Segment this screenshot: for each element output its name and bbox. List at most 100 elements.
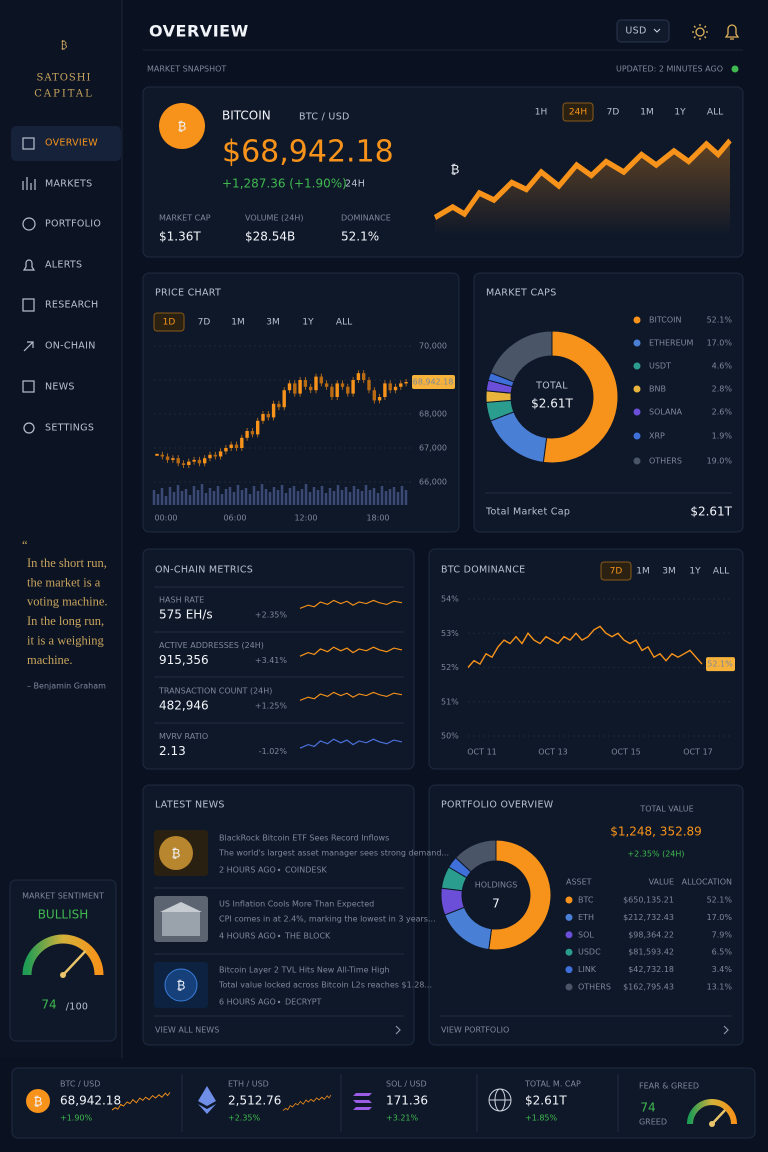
news-thumbnails bbox=[154, 830, 208, 1008]
news-dividers bbox=[154, 887, 404, 1017]
ticker-price: 171.36 bbox=[386, 1094, 428, 1108]
footer-label: Total Market Cap bbox=[485, 507, 570, 518]
nav-item[interactable]: ON-CHAIN bbox=[45, 341, 96, 352]
timeframe-tab[interactable]: 24H bbox=[569, 108, 587, 118]
news-desc: CPI comes in at 2.4%, marking the lowest… bbox=[219, 915, 436, 924]
timeframe-tab[interactable]: 7D bbox=[198, 318, 211, 328]
nav-item[interactable]: MARKETS bbox=[45, 179, 92, 190]
x-tick-label: 06:00 bbox=[223, 514, 246, 523]
volume-bars bbox=[152, 484, 408, 505]
timeframe-tab[interactable]: 1D bbox=[163, 318, 176, 328]
card-title: PRICE CHART bbox=[155, 288, 221, 299]
timeframe-tab[interactable]: 1M bbox=[640, 108, 654, 118]
asset-name: BTC bbox=[578, 896, 594, 905]
candle bbox=[218, 451, 223, 457]
card-title: ON-CHAIN METRICS bbox=[155, 565, 253, 576]
legend-dot bbox=[633, 339, 641, 347]
view-portfolio[interactable]: VIEW PORTFOLIO bbox=[441, 1026, 509, 1035]
holdings-value: 7 bbox=[492, 897, 500, 911]
candle bbox=[203, 458, 207, 464]
metric-value: 575 EH/s bbox=[159, 608, 213, 622]
nav-item[interactable]: RESEARCH bbox=[45, 300, 98, 311]
fear-greed-value: 74 bbox=[640, 1101, 655, 1115]
candle bbox=[155, 453, 159, 456]
timeframe-tab[interactable]: 7D bbox=[607, 108, 620, 118]
currency-dropdown[interactable] bbox=[616, 19, 670, 43]
asset-name: LINK bbox=[578, 965, 597, 974]
legend-dot bbox=[633, 385, 641, 393]
asset-dot bbox=[565, 983, 573, 991]
candle bbox=[399, 383, 403, 387]
sep-dot bbox=[277, 1000, 281, 1004]
news-time: 2 HOURS AGO bbox=[219, 866, 276, 875]
nav-item[interactable]: PORTFOLIO bbox=[45, 219, 101, 230]
timeframe-tab[interactable]: 1Y bbox=[689, 567, 701, 577]
timeframe-tab[interactable]: 1Y bbox=[302, 318, 314, 328]
candle bbox=[187, 461, 191, 465]
card-title: PORTFOLIO OVERVIEW bbox=[441, 800, 554, 811]
candle bbox=[229, 444, 233, 448]
candle bbox=[314, 376, 318, 391]
nav-item[interactable]: SETTINGS bbox=[45, 423, 94, 434]
view-all-news[interactable]: VIEW ALL NEWS bbox=[155, 1026, 219, 1035]
candle bbox=[271, 403, 276, 418]
asset-name: SOL bbox=[578, 930, 594, 939]
table-header: ASSET bbox=[566, 878, 592, 887]
stat-value: $1.36T bbox=[159, 230, 201, 244]
candle bbox=[181, 463, 186, 465]
timeframe-tab[interactable]: 7D bbox=[610, 567, 623, 577]
candle bbox=[346, 386, 350, 394]
timeframe-tab[interactable]: ALL bbox=[336, 318, 352, 328]
y-tick-label: 54% bbox=[441, 595, 459, 604]
timeframe-tab[interactable]: ALL bbox=[707, 108, 723, 118]
nav-icons bbox=[22, 137, 36, 434]
section-label: MARKET SNAPSHOT bbox=[147, 65, 226, 74]
header-icons[interactable] bbox=[692, 24, 740, 40]
asset-allocation: 17.0% bbox=[707, 913, 733, 922]
news-title[interactable]: BlackRock Bitcoin ETF Sees Record Inflow… bbox=[219, 834, 389, 843]
gauge-hub bbox=[709, 1121, 715, 1127]
coin-name: BITCOIN bbox=[222, 109, 271, 123]
currency[interactable]: USD bbox=[625, 26, 646, 37]
asset-value: $81,593.42 bbox=[628, 948, 674, 957]
candle bbox=[393, 386, 398, 391]
candle bbox=[171, 458, 175, 460]
nav-item[interactable]: OVERVIEW bbox=[45, 138, 98, 149]
x-tick-label: 12:00 bbox=[294, 514, 317, 523]
news-title[interactable]: Bitcoin Layer 2 TVL Hits New All-Time Hi… bbox=[219, 966, 389, 975]
quote-mark: “ bbox=[22, 538, 28, 552]
ticker-price: 68,942.18 bbox=[60, 1094, 121, 1108]
candle bbox=[377, 397, 382, 401]
btc-icon bbox=[159, 103, 205, 149]
legend-label: XRP bbox=[649, 432, 665, 441]
timeframe-tab[interactable]: 1Y bbox=[674, 108, 686, 118]
legend-dot bbox=[633, 408, 641, 416]
timeframe-tab[interactable]: ALL bbox=[713, 567, 729, 577]
nav-item[interactable]: ALERTS bbox=[45, 260, 82, 271]
timeframe-tab[interactable]: 1M bbox=[231, 318, 245, 328]
candle bbox=[256, 420, 260, 435]
asset-dot bbox=[565, 966, 573, 974]
coin-symbol: ₿ bbox=[34, 1095, 43, 1109]
news-title[interactable]: US Inflation Cools More Than Expected bbox=[219, 900, 374, 909]
last-value: 52.1% bbox=[707, 660, 733, 669]
legend-label: SOLANA bbox=[649, 408, 682, 417]
candle bbox=[335, 383, 339, 397]
timeframe-tab[interactable]: 3M bbox=[662, 567, 676, 577]
asset-value: $98,364.22 bbox=[628, 930, 674, 939]
metric-change: -1.02% bbox=[259, 747, 288, 756]
nav-active bbox=[11, 126, 121, 161]
nav-item[interactable]: NEWS bbox=[45, 382, 75, 393]
x-tick-label: 18:00 bbox=[366, 514, 389, 523]
quote-line: voting machine. bbox=[27, 595, 108, 609]
timeframe-tab[interactable]: 1H bbox=[535, 108, 548, 118]
btc-sparkline bbox=[435, 141, 730, 235]
timeframe-tab[interactable]: 1M bbox=[636, 567, 650, 577]
legend-value: 1.9% bbox=[712, 432, 733, 441]
x-tick-label: OCT 11 bbox=[467, 748, 497, 757]
ticker-pair: ETH / USD bbox=[228, 1080, 269, 1089]
arrows[interactable] bbox=[395, 1025, 729, 1035]
timeframe-tab[interactable]: 3M bbox=[266, 318, 280, 328]
donut-segment bbox=[489, 330, 553, 383]
